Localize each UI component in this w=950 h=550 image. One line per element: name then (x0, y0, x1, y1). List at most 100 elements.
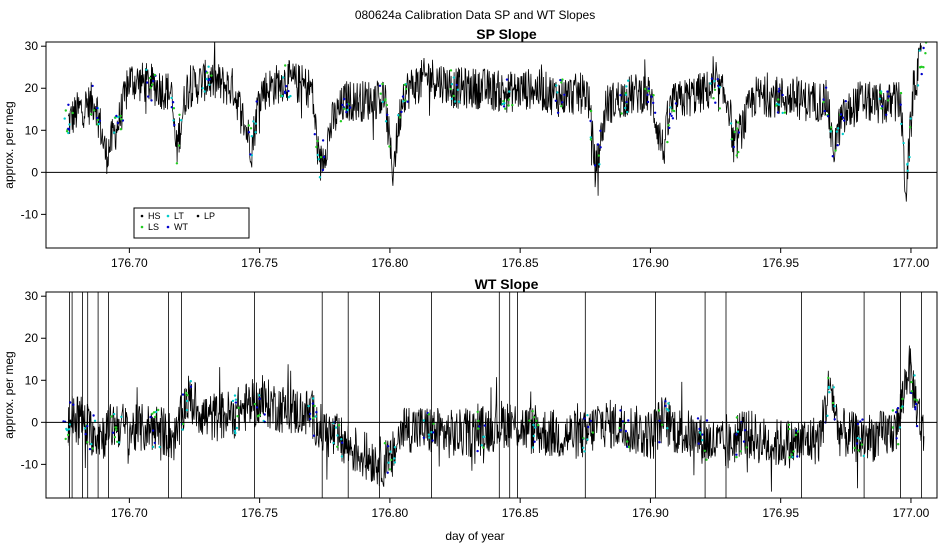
calibration-point (834, 149, 837, 152)
calibration-point (67, 103, 70, 107)
y-tick-label: 0 (31, 165, 38, 179)
calibration-point (453, 100, 457, 103)
calibration-point (891, 409, 895, 412)
calibration-point (67, 128, 71, 131)
calibration-point (915, 424, 919, 428)
calibration-point (379, 92, 382, 95)
y-tick-label: -10 (21, 457, 39, 471)
calibration-point (332, 441, 335, 445)
calibration-point (337, 424, 341, 427)
calibration-point (116, 121, 120, 125)
calibration-point (254, 122, 257, 125)
plot-frame (45, 41, 938, 249)
panel-2: WT Slope approx. per meg -10 0 10 20 30 176.70 1… (2, 276, 938, 520)
calibration-point (598, 163, 601, 166)
calibration-point (906, 163, 909, 166)
calibration-point (909, 117, 912, 120)
calibration-point (233, 394, 237, 397)
calibration-point (348, 106, 352, 109)
calibration-point (157, 408, 160, 412)
calibration-point (93, 419, 97, 422)
calibration-point (450, 83, 454, 86)
y-tick-label: 20 (25, 331, 39, 345)
y-tick-label: 0 (31, 415, 38, 429)
calibration-point (152, 79, 155, 83)
calibration-point (696, 417, 700, 420)
calibration-point (203, 90, 206, 93)
calibration-point (885, 113, 888, 117)
calibration-point (336, 434, 339, 437)
x-tick-label: 176.90 (632, 256, 669, 270)
calibration-point (718, 86, 721, 89)
calibration-point (556, 111, 560, 115)
panel-1: SP Slope approx. per meg -10 0 10 20 30 176.70 1… (2, 26, 938, 270)
calibration-point (709, 82, 712, 85)
calibration-point (145, 68, 148, 72)
calibration-point (112, 412, 116, 416)
calibration-point (389, 450, 392, 453)
calibration-point (901, 405, 904, 408)
calibration-point (175, 162, 179, 165)
calibration-point (90, 442, 93, 446)
calibration-point (483, 435, 486, 438)
calibration-point (343, 97, 346, 101)
x-tick-label: 176.80 (372, 506, 409, 520)
calibration-point (583, 417, 586, 420)
calibration-point (390, 458, 393, 462)
calibration-point (582, 446, 585, 449)
calibration-point (841, 116, 845, 119)
calibration-point (404, 99, 407, 102)
calibration-point (185, 391, 188, 395)
calibration-point (89, 113, 93, 116)
calibration-point (177, 144, 181, 147)
calibration-point (117, 115, 120, 119)
calibration-point (586, 414, 589, 417)
calibration-point (406, 100, 409, 103)
calibration-point (186, 394, 189, 397)
calibration-point (430, 431, 433, 434)
x-tick-label: 176.95 (762, 506, 799, 520)
calibration-point (180, 119, 183, 122)
calibration-point (736, 430, 740, 433)
calibration-point (172, 119, 175, 122)
calibration-point (431, 439, 434, 442)
calibration-point (698, 427, 701, 431)
calibration-point (896, 407, 900, 410)
series-trace (67, 42, 922, 202)
calibration-point (428, 436, 431, 439)
calibration-point (287, 89, 290, 93)
calibration-point (886, 99, 890, 102)
calibration-point (775, 102, 779, 106)
calibration-point (735, 453, 738, 456)
calibration-point (668, 126, 671, 130)
calibration-point (307, 404, 310, 408)
calibration-point (901, 397, 904, 401)
calibration-point (591, 431, 594, 434)
calibration-point (827, 385, 831, 389)
calibration-point (713, 80, 716, 83)
calibration-point (666, 427, 669, 430)
calibration-point (920, 72, 923, 76)
calibration-point (255, 100, 258, 103)
x-tick-label: 176.95 (762, 256, 799, 270)
calibration-point (234, 398, 238, 401)
calibration-point (383, 442, 387, 445)
calibration-point (64, 437, 67, 441)
calibration-point (561, 101, 564, 104)
calibration-point (735, 127, 739, 130)
calibration-point (334, 426, 338, 429)
x-tick-label: 176.85 (502, 256, 539, 270)
calibration-point (839, 113, 843, 116)
calibration-point (822, 98, 825, 101)
calibration-point (743, 429, 747, 432)
calibration-point (710, 77, 714, 80)
calibration-point (402, 100, 405, 103)
calibration-point (531, 446, 535, 449)
calibration-point (233, 429, 237, 433)
calibration-point (151, 412, 154, 415)
calibration-point (170, 96, 173, 100)
calibration-point (250, 135, 253, 138)
calibration-point (120, 415, 123, 419)
calibration-point (153, 441, 156, 445)
